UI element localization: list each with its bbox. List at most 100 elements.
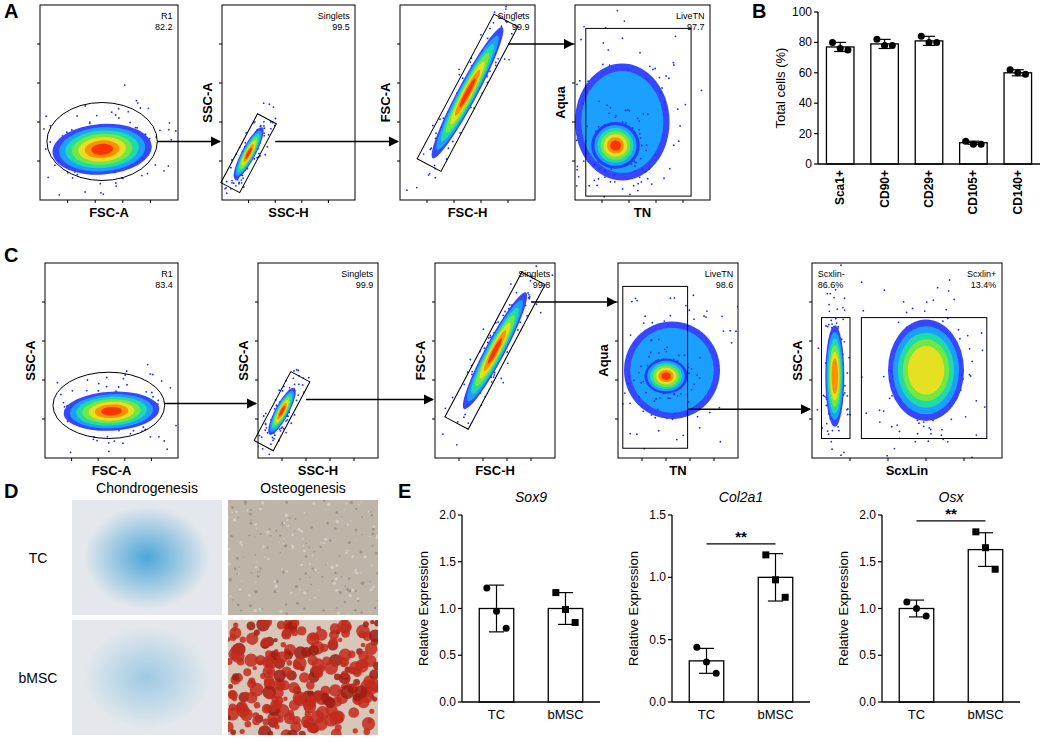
event-dot [488,337,490,339]
event-dot [152,373,154,375]
event-dot [261,436,263,438]
event-dot [429,173,431,175]
event-dot [263,125,265,127]
texture [336,564,339,567]
event-dot [115,182,117,184]
event-dot [282,390,284,392]
event-dot [722,330,724,332]
axis-tick [683,200,684,203]
density-level [268,392,295,431]
event-dot [669,297,671,299]
texture [334,572,336,574]
event-dot [238,183,240,185]
event-dot [540,312,542,314]
event-dot [975,400,977,402]
alizarin-stain [286,660,292,666]
texture [375,535,378,539]
event-dot [296,369,298,371]
axis-tick [809,380,812,381]
alizarin-stain [298,696,305,703]
gate-name: Singlets [341,269,374,279]
axis-tick [122,200,123,203]
gating-arrow [688,409,810,411]
stain-image [72,500,222,615]
texture [273,590,277,594]
event-dot [76,115,78,117]
event-dot [970,375,972,377]
gate-name: R1 [161,11,173,21]
texture [229,595,231,597]
event-dot [494,11,496,13]
alizarin-stain [281,630,291,640]
axis-tick [42,341,45,342]
density-level [624,322,720,420]
event-dot [923,425,925,427]
texture [255,566,257,568]
alizarin-stain [321,693,329,701]
texture [313,551,315,553]
event-dot [932,299,934,301]
texture [285,603,287,605]
texture [300,530,303,533]
event-dot [509,304,511,306]
event-dot [580,39,582,41]
texture [327,563,328,564]
density-level [825,325,844,426]
flow-plot: Scxlin-86.6%Scxlin+13.4%ScxLinSSC-A [790,261,1002,498]
event-dot [693,294,695,296]
texture [283,522,285,524]
event-dot [649,167,651,169]
event-dot [226,181,228,183]
event-dot [641,145,643,147]
texture [248,534,250,536]
density-level [234,132,263,175]
event-dot [844,309,846,311]
event-dot [272,439,274,441]
event-dot [602,42,604,44]
event-dot [136,127,138,129]
event-dot [106,386,108,388]
texture [259,608,262,611]
texture [240,544,242,546]
event-dot [434,165,436,167]
event-dot [302,384,304,386]
density-level [644,359,687,394]
event-dot [658,77,660,79]
axis-label: SSC-H [268,205,308,220]
panel-label: A [4,0,18,22]
alizarin-stain [231,647,235,651]
texture [309,599,311,601]
gate-value: 83.4 [155,280,173,290]
density-level [242,143,256,163]
alizarin-stain [243,692,249,698]
event-dot [709,412,711,414]
event-dot [47,176,49,178]
texture [266,547,268,549]
event-dot [638,372,640,374]
event-dot [416,187,418,189]
event-dot [576,169,578,171]
texture [372,528,375,531]
event-dot [657,408,659,410]
texture [329,539,331,541]
event-dot [97,390,99,392]
plot-frame [618,263,738,458]
density-level [653,365,679,386]
event-dot [272,437,274,439]
texture [237,604,240,607]
event-dot [614,181,616,183]
axis-tick [42,380,45,381]
gate [417,14,518,171]
event-dot [263,127,265,129]
event-dot [831,448,833,450]
alizarin-stain [329,638,338,647]
event-dot [843,341,845,343]
texture [258,568,259,569]
event-dot [644,315,646,317]
alizarin-stain [363,621,369,627]
density-level [88,401,135,422]
event-dot [58,194,60,196]
event-dot [627,109,629,111]
event-dot [118,117,120,119]
alizarin-stain [268,731,273,735]
